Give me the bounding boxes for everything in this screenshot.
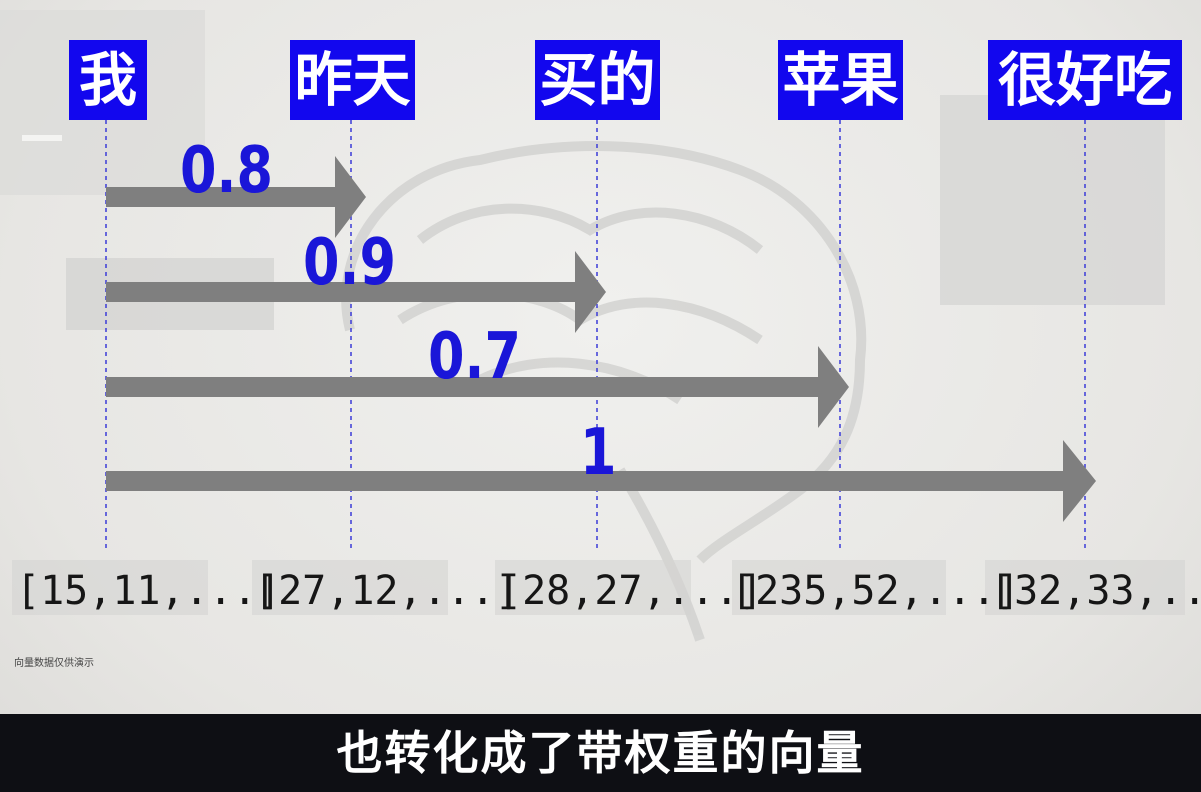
arrow-to-苹果 bbox=[106, 346, 849, 428]
token-很好吃: 很好吃 bbox=[988, 40, 1182, 120]
vector-苹果: [235,52,...] bbox=[731, 568, 1020, 614]
arrow-to-昨天 bbox=[106, 156, 366, 238]
subtitle-text: 也转化成了带权重的向量 bbox=[336, 726, 865, 780]
token-买的: 买的 bbox=[535, 40, 660, 120]
weight-label: 0.7 bbox=[428, 320, 521, 394]
token-苹果: 苹果 bbox=[778, 40, 903, 120]
vector-昨天: [27,12,...] bbox=[254, 568, 519, 614]
vector-买的: [28,27,...] bbox=[498, 568, 763, 614]
vector-很好吃: [32,33,...] bbox=[990, 568, 1201, 614]
arrow-to-很好吃 bbox=[106, 440, 1096, 522]
footnote: 向量数据仅供演示 bbox=[14, 658, 94, 669]
subtitle-bar: 也转化成了带权重的向量 bbox=[0, 714, 1201, 792]
weight-label: 0.9 bbox=[303, 226, 396, 300]
token-我: 我 bbox=[69, 40, 147, 120]
weight-label: 0.8 bbox=[180, 134, 273, 208]
weight-label: 1 bbox=[580, 416, 617, 490]
arrow-to-买的 bbox=[106, 251, 606, 333]
vector-我: [15,11,...] bbox=[16, 568, 281, 614]
token-昨天: 昨天 bbox=[290, 40, 415, 120]
